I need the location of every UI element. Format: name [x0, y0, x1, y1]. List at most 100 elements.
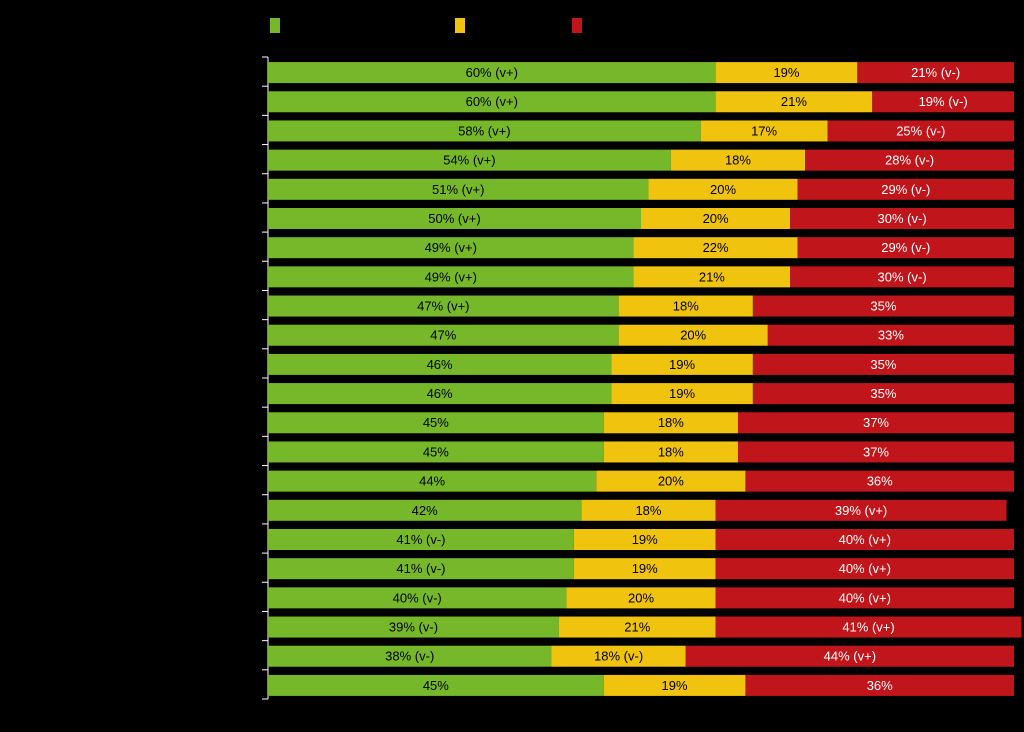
value-label: 28% (v-) — [885, 153, 934, 168]
value-label: 21% (v-) — [911, 65, 960, 80]
bar-segment — [805, 149, 1014, 171]
value-label: 49% (v+) — [425, 240, 477, 255]
value-label: 21% — [699, 269, 725, 284]
value-label: 45% — [423, 444, 449, 459]
bar-segment — [737, 441, 1014, 463]
value-label: 41% (v+) — [842, 619, 894, 634]
bar-segment — [268, 529, 574, 550]
value-label: 44% (v+) — [824, 649, 876, 664]
bar-segment — [603, 441, 738, 463]
bar-segment — [268, 120, 701, 142]
value-label: 60% (v+) — [466, 65, 518, 80]
value-label: 38% (v-) — [385, 649, 434, 664]
value-label: 19% — [662, 678, 688, 693]
value-label: 30% (v-) — [878, 269, 927, 284]
bar-segment — [268, 587, 567, 609]
bar-segment — [268, 353, 612, 375]
bar-segment — [551, 645, 686, 667]
legend-swatch — [572, 18, 582, 33]
bar-segment — [558, 616, 716, 638]
value-label: 21% — [781, 94, 807, 109]
bar-segment — [745, 470, 1014, 492]
value-label: 19% (v-) — [919, 94, 968, 109]
value-label: 54% (v+) — [443, 153, 495, 168]
value-label: 60% (v+) — [466, 94, 518, 109]
bar-segment — [268, 324, 619, 346]
value-label: 22% — [703, 240, 729, 255]
value-label: 17% — [751, 123, 777, 138]
bar-segment — [715, 499, 1007, 521]
bar-segment — [715, 587, 1014, 609]
bar-segment — [603, 412, 738, 434]
bar-segment — [745, 674, 1014, 696]
value-label: 50% (v+) — [428, 211, 480, 226]
bar-segment — [573, 529, 716, 550]
bar-segment — [268, 178, 649, 200]
bar-segment — [767, 324, 1014, 346]
bar-segment — [268, 237, 634, 259]
value-label: 41% (v-) — [396, 561, 445, 576]
value-label: 49% (v+) — [425, 269, 477, 284]
bar-segment — [872, 91, 1014, 113]
bar-segment — [752, 383, 1014, 405]
value-label: 35% — [870, 386, 896, 401]
bar-segment — [268, 674, 604, 696]
bar-segment — [611, 383, 753, 405]
value-label: 20% — [710, 182, 736, 197]
bar-segment — [700, 120, 828, 142]
value-label: 44% — [419, 474, 445, 489]
bar-segment — [790, 208, 1014, 229]
bar-segment — [618, 295, 753, 317]
bar-segment — [603, 674, 746, 696]
value-label: 35% — [870, 298, 896, 313]
value-label: 19% — [669, 386, 695, 401]
value-label: 29% (v-) — [881, 182, 930, 197]
bar-segment — [268, 295, 619, 317]
bar-segment — [268, 149, 671, 171]
value-label: 29% (v-) — [881, 240, 930, 255]
value-label: 39% (v+) — [835, 503, 887, 518]
value-label: 20% — [680, 328, 706, 343]
bar-segment — [611, 353, 753, 375]
bar-segment — [268, 208, 641, 229]
value-label: 37% — [863, 444, 889, 459]
value-label: 45% — [423, 415, 449, 430]
bar-segment — [715, 62, 858, 84]
bar-segment — [797, 237, 1014, 259]
value-label: 46% — [427, 386, 453, 401]
bar-segment — [641, 208, 791, 229]
bar-segment — [581, 499, 716, 521]
value-label: 37% — [863, 415, 889, 430]
legend-swatch — [270, 18, 280, 33]
value-label: 20% — [658, 474, 684, 489]
bar-segment — [790, 266, 1014, 288]
bar-segment — [268, 616, 559, 638]
bar-segment — [268, 558, 574, 580]
bar-segment — [737, 412, 1014, 434]
value-label: 18% — [635, 503, 661, 518]
bar-segment — [268, 383, 612, 405]
value-label: 41% (v-) — [396, 532, 445, 547]
value-label: 20% — [628, 590, 654, 605]
bar-segment — [633, 266, 791, 288]
value-label: 33% — [878, 328, 904, 343]
bar-segment — [715, 91, 873, 113]
value-label: 19% — [669, 357, 695, 372]
value-label: 58% (v+) — [458, 123, 510, 138]
value-label: 35% — [870, 357, 896, 372]
bar-segment — [648, 178, 798, 200]
bar-segment — [268, 62, 716, 84]
bar-segment — [268, 441, 604, 463]
value-label: 19% — [773, 65, 799, 80]
value-label: 47% — [430, 328, 456, 343]
value-label: 18% — [658, 415, 684, 430]
bar-segment — [268, 91, 716, 113]
value-label: 36% — [867, 474, 893, 489]
value-label: 20% — [703, 211, 729, 226]
value-label: 18% — [725, 153, 751, 168]
bar-segment — [268, 412, 604, 434]
value-label: 18% (v-) — [594, 649, 643, 664]
bar-segment — [670, 149, 806, 171]
bar-segment — [268, 470, 597, 492]
